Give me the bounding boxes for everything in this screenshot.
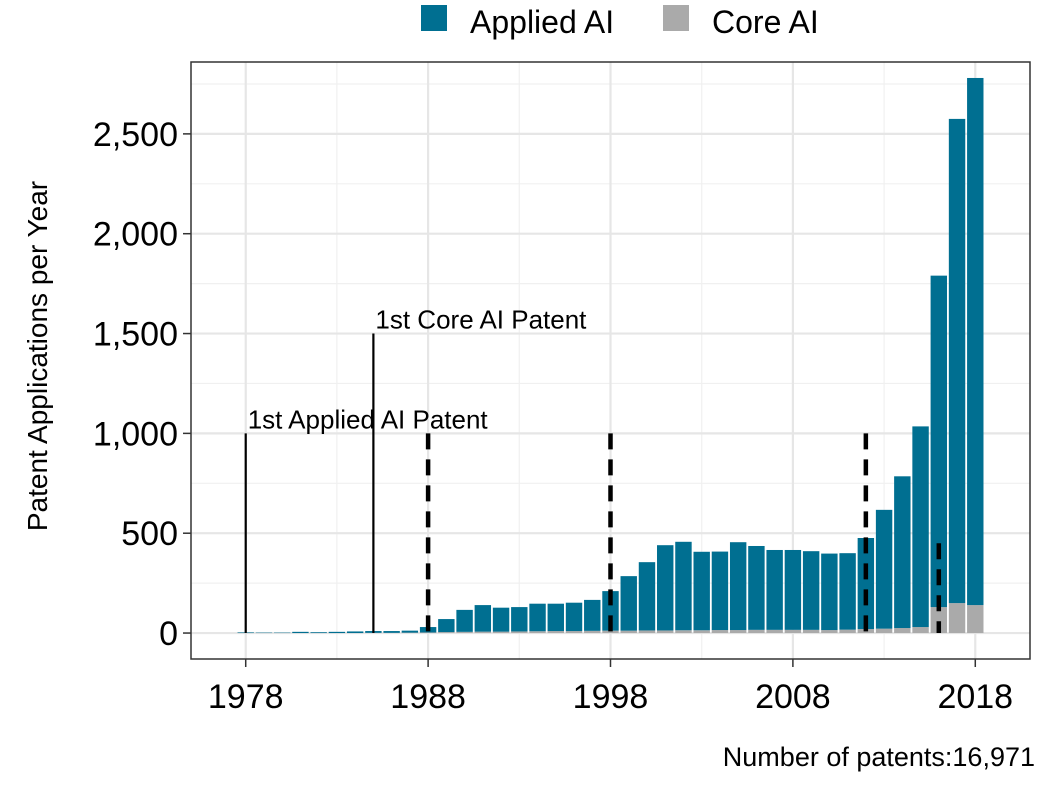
bar-core-ai [657, 630, 674, 634]
bar-core-ai [784, 629, 802, 634]
bar-core-ai [565, 631, 583, 634]
bar-applied-ai [657, 545, 674, 631]
legend-key-applied-ai [421, 5, 447, 31]
legend-label-core-ai: Core AI [712, 4, 819, 40]
bar-core-ai [894, 628, 911, 634]
bar-applied-ai [474, 605, 492, 632]
bar-core-ai [875, 628, 893, 634]
bar-core-ai [693, 630, 710, 634]
bar-applied-ai [784, 549, 802, 630]
bar-core-ai [602, 630, 619, 634]
bar-applied-ai [930, 275, 948, 608]
bar-applied-ai [912, 426, 929, 628]
bar-core-ai [474, 631, 492, 634]
caption: Number of patents:16,971 [723, 742, 1035, 772]
bar-core-ai [620, 630, 637, 634]
bar-core-ai [456, 631, 473, 634]
bar-applied-ai [602, 591, 619, 631]
annotation-label: 1st Core AI Patent [375, 305, 587, 335]
y-axis-title: Patent Applications per Year [22, 181, 53, 531]
annotations: 1st Applied AI Patent 1st Core AI Patent [248, 305, 587, 435]
bar-core-ai [547, 631, 564, 634]
bar-applied-ai [310, 632, 327, 634]
bar-applied-ai [894, 476, 911, 629]
bar-applied-ai [456, 609, 473, 632]
bar-applied-ai [748, 545, 765, 630]
bar-core-ai [638, 630, 656, 634]
bar-applied-ai [638, 562, 656, 631]
bar-core-ai [492, 631, 510, 634]
bar-core-ai [839, 629, 856, 634]
legend: Applied AI Core AI [421, 4, 819, 40]
bar-applied-ai [875, 509, 893, 629]
bar-core-ai [584, 630, 601, 634]
bar-applied-ai [584, 599, 601, 631]
bar-core-ai [967, 605, 984, 634]
bar-core-ai [419, 632, 437, 634]
bar-applied-ai [529, 603, 546, 632]
bar-core-ai [766, 629, 783, 634]
bar-applied-ai [802, 551, 820, 630]
bar-applied-ai [839, 553, 856, 630]
bar-applied-ai [620, 576, 637, 631]
bar-core-ai [930, 607, 948, 634]
x-tick-label: 1998 [573, 678, 649, 716]
bar-applied-ai [492, 607, 510, 632]
annotation-label: 1st Applied AI Patent [248, 404, 489, 434]
bar-applied-ai [766, 549, 783, 630]
x-tick-label: 2018 [937, 678, 1013, 716]
bar-applied-ai [821, 553, 838, 631]
bar-core-ai [529, 631, 546, 634]
y-tick-label: 500 [121, 515, 178, 553]
bar-applied-ai [292, 631, 309, 634]
bar-applied-ai [675, 541, 692, 631]
bar-core-ai [711, 630, 729, 634]
bar-applied-ai [693, 551, 710, 631]
bar-core-ai [802, 629, 820, 634]
bar-core-ai [912, 627, 929, 634]
bar-core-ai [675, 630, 692, 634]
axes: 0 500 1,000 1,500 2,000 2,500 1978 1988 1998 2008… [93, 116, 1013, 716]
y-tick-label: 2,500 [93, 116, 178, 154]
bar-applied-ai [565, 602, 583, 632]
bar-core-ai [821, 630, 838, 634]
bar-applied-ai [857, 538, 875, 630]
x-tick-label: 2008 [755, 678, 831, 716]
bar-core-ai [729, 630, 747, 634]
bar-core-ai [948, 603, 966, 634]
y-tick-label: 0 [159, 615, 178, 653]
x-tick-label: 1988 [390, 678, 466, 716]
bar-applied-ai [711, 551, 729, 631]
legend-key-core-ai [663, 5, 689, 31]
bar-applied-ai [383, 631, 400, 633]
y-tick-label: 1,000 [93, 415, 178, 453]
bar-applied-ai [967, 77, 984, 606]
bar-applied-ai [948, 118, 966, 604]
bar-applied-ai [328, 631, 346, 634]
bar-applied-ai [511, 607, 528, 632]
stacked-bars [237, 77, 984, 634]
y-tick-label: 1,500 [93, 316, 178, 354]
x-tick-label: 1978 [208, 678, 284, 716]
bar-applied-ai [547, 603, 564, 632]
bar-core-ai [748, 629, 765, 634]
bar-applied-ai [401, 630, 419, 633]
bar-applied-ai [729, 542, 747, 631]
bar-core-ai [511, 631, 528, 634]
bar-core-ai [438, 632, 455, 634]
bar-applied-ai [346, 631, 364, 634]
bar-applied-ai [438, 619, 455, 633]
y-tick-label: 2,000 [93, 216, 178, 254]
reference-lines [244, 333, 942, 634]
legend-label-applied-ai: Applied AI [470, 4, 614, 40]
